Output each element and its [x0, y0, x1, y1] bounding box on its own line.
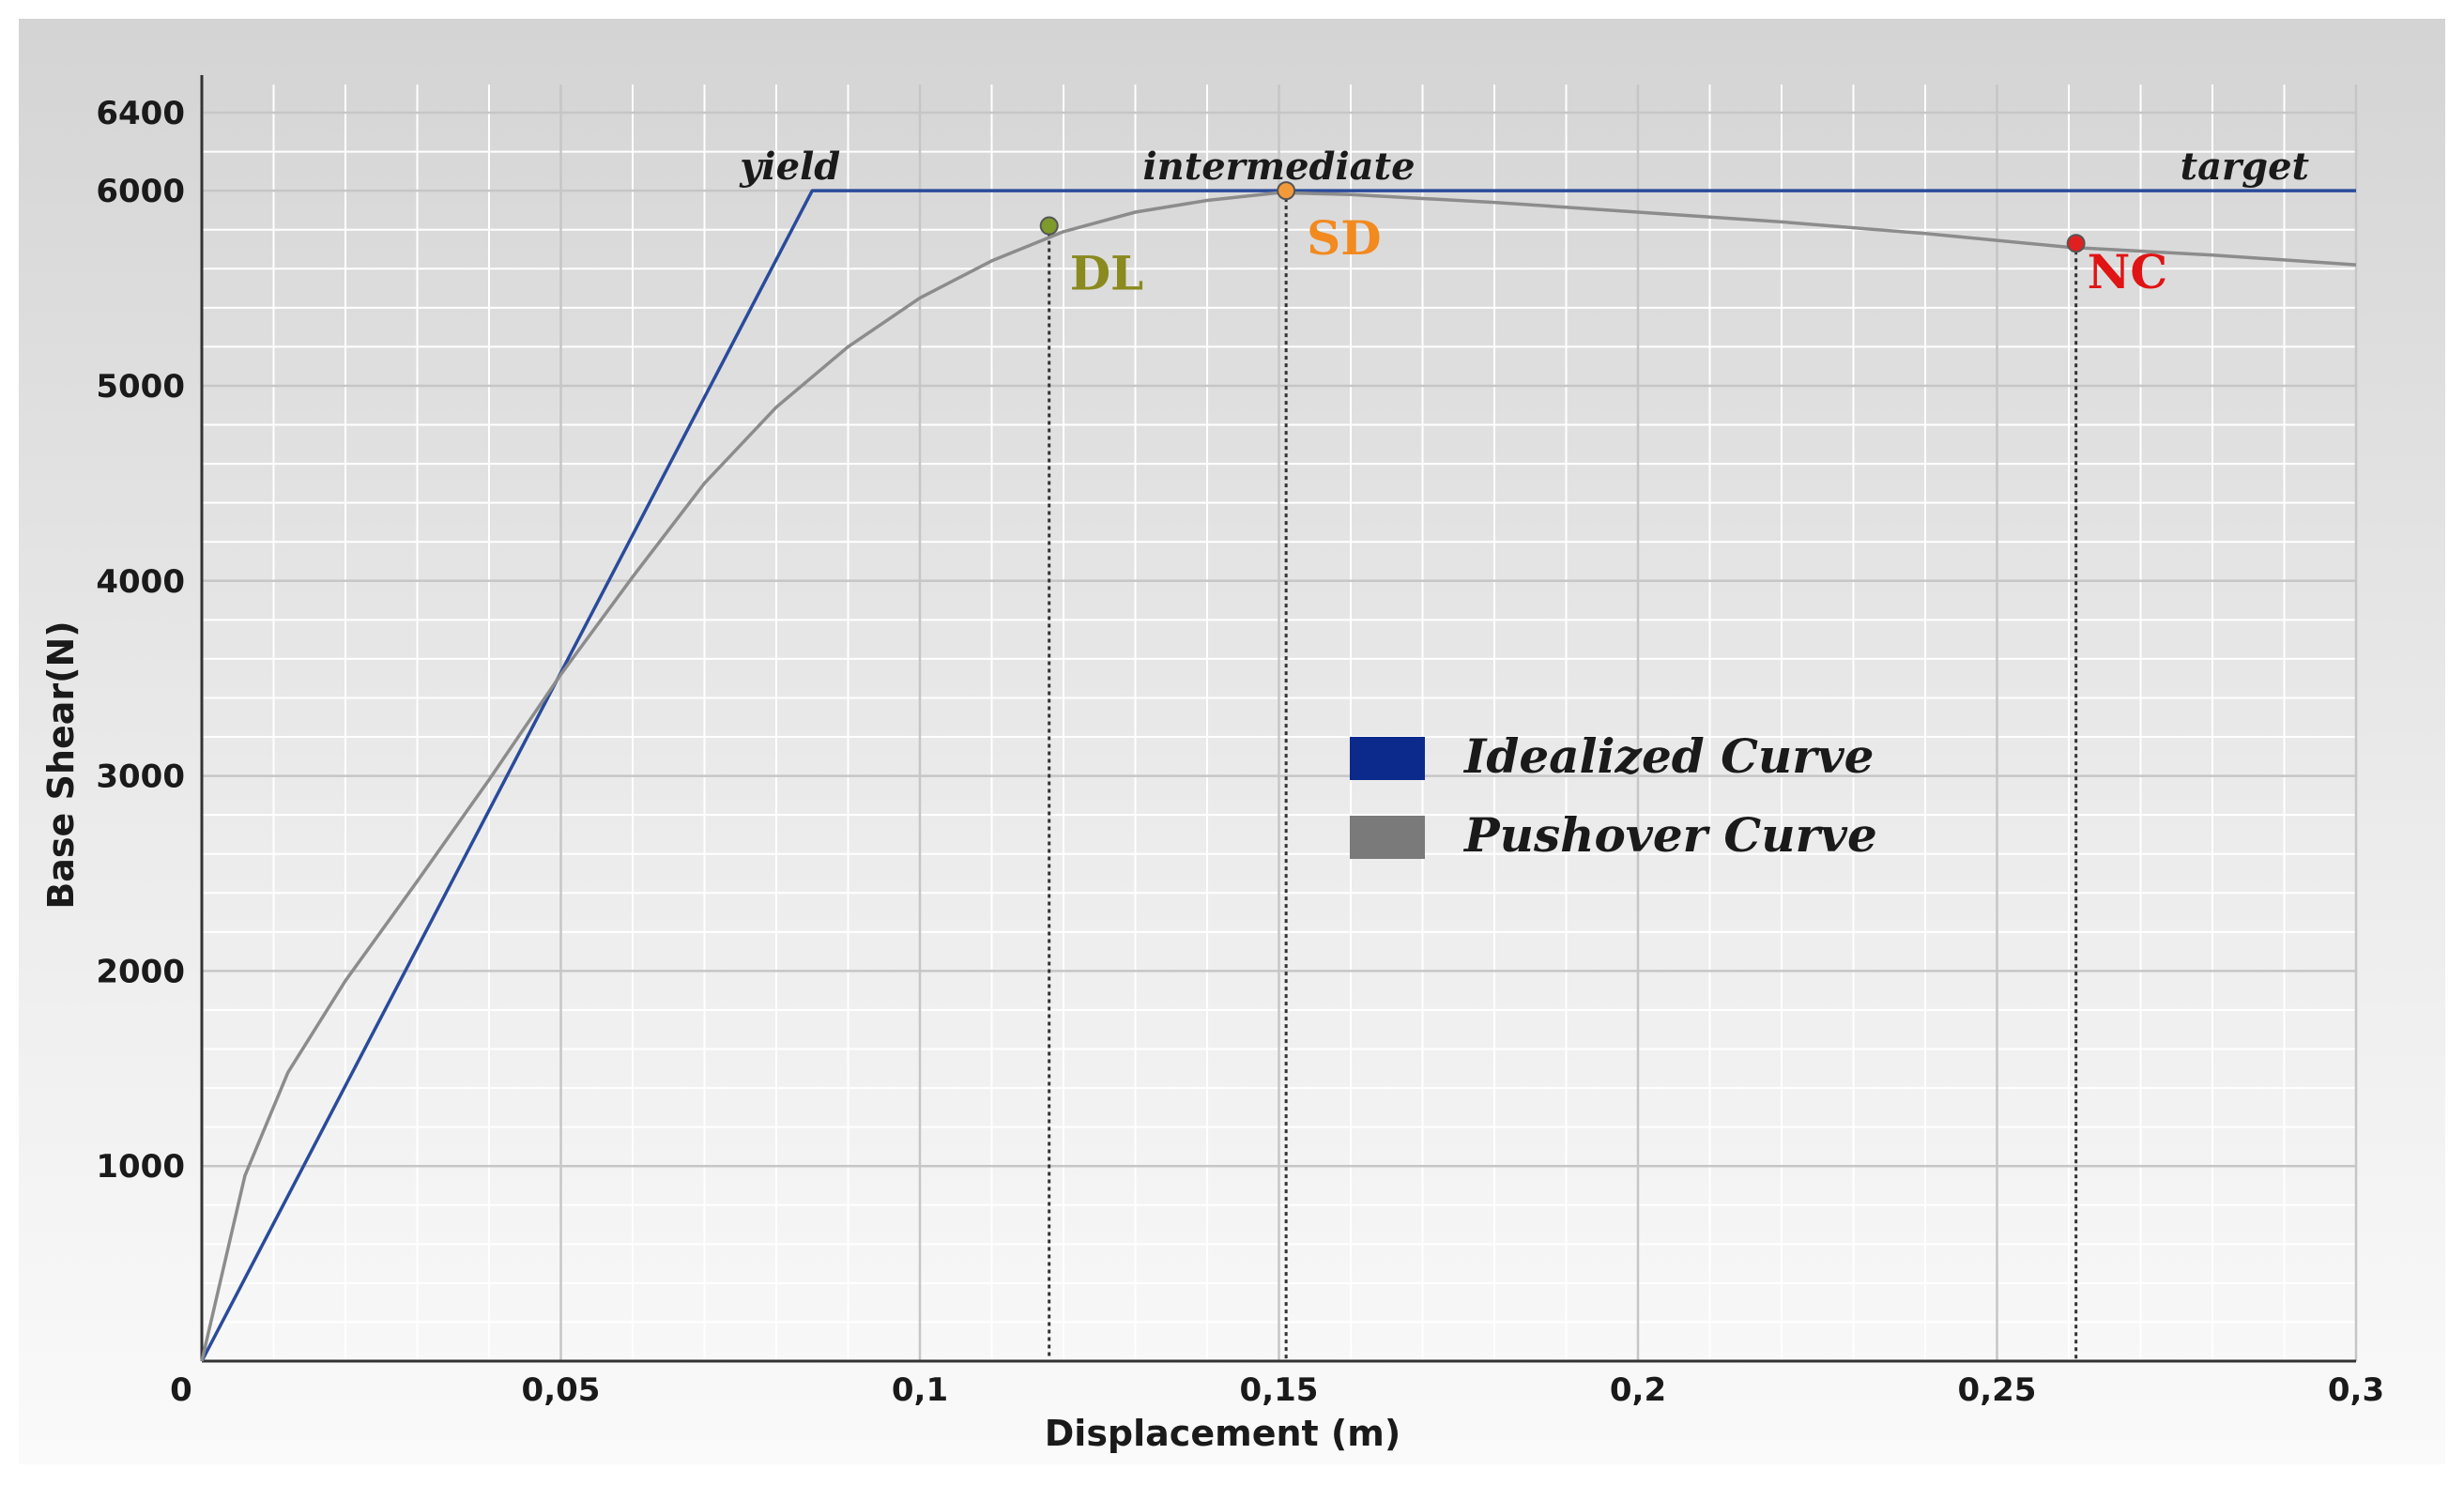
x-tick-label: 0,1 [892, 1371, 948, 1409]
point-marker-nc [2066, 234, 2086, 253]
annotation-target: target [2181, 145, 2310, 189]
y-tick-label: 1000 [96, 1148, 185, 1186]
legend: Idealized Curve Pushover Curve [1350, 728, 1877, 863]
y-axis-title: Base Shear(N) [40, 620, 82, 909]
idealized-curve-line [200, 189, 2356, 1362]
x-tick-label: 0 [170, 1371, 192, 1409]
point-label-nc: NC [2088, 244, 2168, 299]
x-tick-label: 0,3 [2328, 1371, 2384, 1409]
legend-label-idealized: Idealized Curve [1462, 728, 1874, 784]
legend-label-pushover: Pushover Curve [1462, 807, 1877, 863]
point-marker-sd [1277, 181, 1296, 201]
y-tick-label: 2000 [96, 953, 185, 990]
chart-background [19, 19, 2445, 1464]
y-tick-label: 5000 [96, 368, 185, 406]
y-tick-label: 4000 [96, 563, 185, 601]
point-label-sd: SD [1307, 210, 1381, 266]
y-tick-label: 3000 [96, 758, 185, 796]
pushover-curve-line [200, 191, 2357, 1362]
x-tick-label: 0,15 [1240, 1371, 1319, 1409]
y-tick-label: 6000 [96, 173, 185, 210]
legend-swatch-idealized [1350, 737, 1425, 780]
point-label-dl: DL [1070, 246, 1144, 301]
x-axis-title: Displacement (m) [1045, 1413, 1401, 1454]
axes: 0 0,05 0,1 0,15 0,2 0,25 0,3 1000 2000 3000 4000 50… [40, 75, 2384, 1454]
y-tick-label: 6400 [96, 95, 185, 132]
chart-text: yield intermediate target [739, 145, 2309, 189]
performance-points: DL SD NC [1039, 181, 2168, 301]
annotation-yield: yield [739, 145, 840, 189]
x-tick-label: 0,25 [1958, 1371, 2037, 1409]
legend-swatch-pushover [1350, 816, 1425, 859]
point-marker-dl [1039, 216, 1059, 236]
annotation-intermediate: intermediate [1142, 145, 1415, 189]
x-tick-label: 0,2 [1610, 1371, 1666, 1409]
series [200, 189, 2357, 1362]
x-tick-label: 0,05 [522, 1371, 601, 1409]
